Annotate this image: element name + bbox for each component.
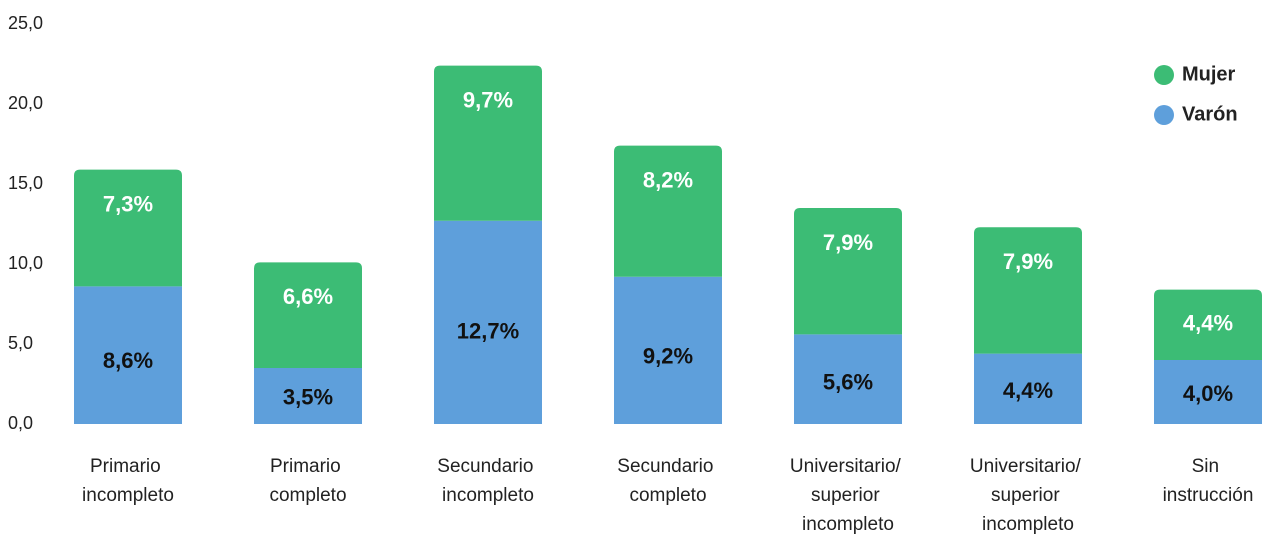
bar-segment bbox=[614, 276, 722, 424]
bar-segment bbox=[74, 169, 182, 287]
value-label: 8,6% bbox=[103, 348, 153, 373]
bar-segment bbox=[74, 286, 182, 424]
value-label: 12,7% bbox=[457, 318, 519, 343]
value-label: 4,4% bbox=[1183, 311, 1233, 336]
bar-segment bbox=[254, 262, 362, 368]
bar-segment bbox=[1154, 289, 1262, 360]
bar-segment bbox=[974, 353, 1082, 424]
bar-segment bbox=[254, 368, 362, 424]
legend-label: Mujer bbox=[1182, 63, 1236, 85]
bar-segment bbox=[794, 208, 902, 335]
value-label: 9,7% bbox=[463, 87, 513, 112]
y-tick-label: 20,0 bbox=[8, 93, 43, 113]
value-label: 3,5% bbox=[283, 385, 333, 410]
value-label: 7,9% bbox=[823, 230, 873, 255]
y-tick-label: 25,0 bbox=[8, 13, 43, 33]
y-tick-label: 5,0 bbox=[8, 333, 33, 353]
value-label: 6,6% bbox=[283, 284, 333, 309]
value-label: 9,2% bbox=[643, 344, 693, 369]
y-tick-label: 0,0 bbox=[8, 413, 33, 433]
value-label: 7,3% bbox=[103, 191, 153, 216]
x-tick-label: Primario completo bbox=[269, 456, 346, 506]
x-tick-label: Universitario/ superior incompleto bbox=[970, 456, 1086, 535]
legend-swatch bbox=[1154, 105, 1174, 125]
bar-segment bbox=[974, 227, 1082, 354]
x-tick-label: Primario incompleto bbox=[82, 456, 174, 506]
bar-segment bbox=[1154, 360, 1262, 424]
value-label: 8,2% bbox=[643, 167, 693, 192]
x-tick-label: Sin instrucción bbox=[1163, 456, 1254, 506]
value-label: 7,9% bbox=[1003, 249, 1053, 274]
legend-swatch bbox=[1154, 65, 1174, 85]
bar-segment bbox=[434, 220, 542, 424]
x-tick-label: Universitario/ superior incompleto bbox=[790, 456, 906, 535]
legend-label: Varón bbox=[1182, 103, 1238, 125]
x-tick-label: Secundario incompleto bbox=[437, 456, 538, 506]
y-tick-label: 10,0 bbox=[8, 253, 43, 273]
y-tick-label: 15,0 bbox=[8, 173, 43, 193]
bar-segment bbox=[434, 65, 542, 221]
value-label: 4,4% bbox=[1003, 378, 1053, 403]
bar-segment bbox=[614, 145, 722, 277]
x-tick-label: Secundario completo bbox=[617, 456, 718, 506]
value-label: 4,0% bbox=[1183, 381, 1233, 406]
bar-segment bbox=[794, 334, 902, 424]
value-label: 5,6% bbox=[823, 369, 873, 394]
